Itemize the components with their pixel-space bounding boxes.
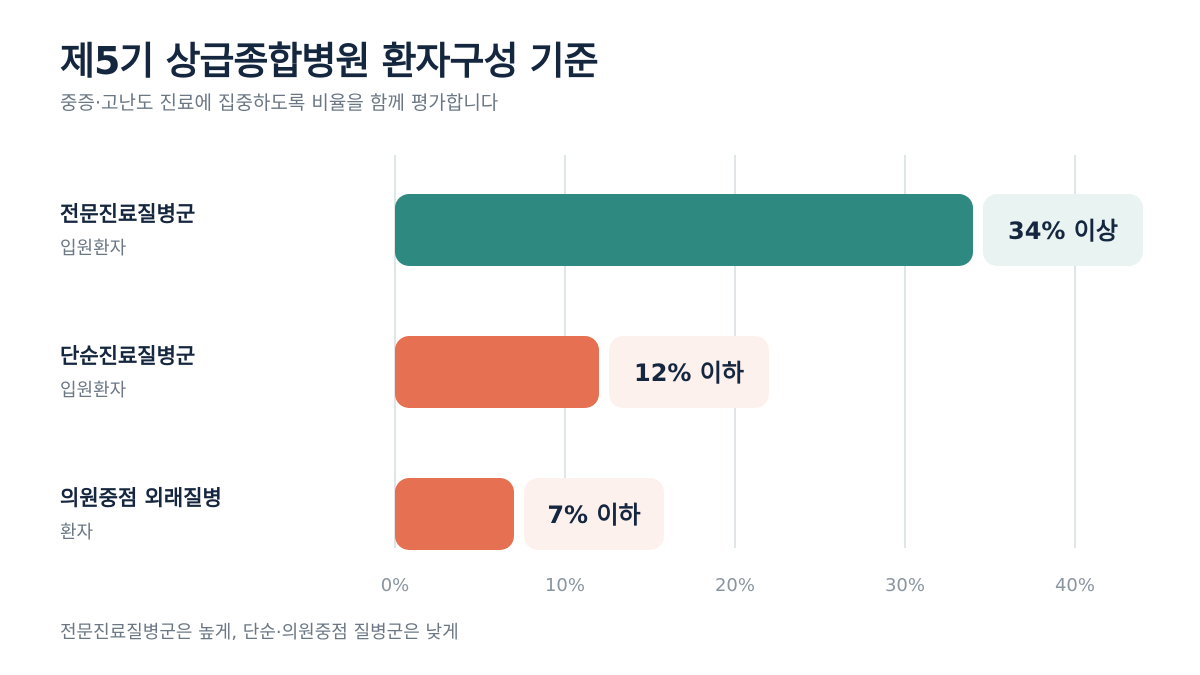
bar xyxy=(395,478,514,550)
category-label: 단순진료질병군 xyxy=(60,344,195,368)
value-label: 12% 이하 xyxy=(634,359,744,387)
category-label: 전문진료질병군 xyxy=(60,202,195,226)
value-label-background xyxy=(983,194,1143,266)
bar xyxy=(395,336,599,408)
chart-subtitle: 중증·고난도 진료에 집중하도록 비율을 함께 평가합니다 xyxy=(60,92,499,114)
chart-footnote: 전문진료질병군은 높게, 단순·의원중점 질병군은 낮게 xyxy=(60,622,459,643)
x-tick-label: 40% xyxy=(1055,575,1095,596)
category-sublabel: 입원환자 xyxy=(60,380,127,401)
x-tick-label: 30% xyxy=(885,575,925,596)
x-tick-label: 20% xyxy=(715,575,755,596)
x-tick-label: 10% xyxy=(545,575,585,596)
value-label-background xyxy=(609,336,769,408)
category-sublabel: 입원환자 xyxy=(60,238,127,259)
category-label: 의원중점 외래질병 xyxy=(60,486,222,510)
bar xyxy=(395,194,973,266)
x-tick-label: 0% xyxy=(381,575,410,596)
value-label: 7% 이하 xyxy=(547,501,640,529)
value-label-background xyxy=(524,478,664,550)
value-label: 34% 이상 xyxy=(1008,217,1118,245)
category-sublabel: 환자 xyxy=(60,522,94,543)
chart-title: 제5기 상급종합병원 환자구성 기준 xyxy=(60,39,599,83)
